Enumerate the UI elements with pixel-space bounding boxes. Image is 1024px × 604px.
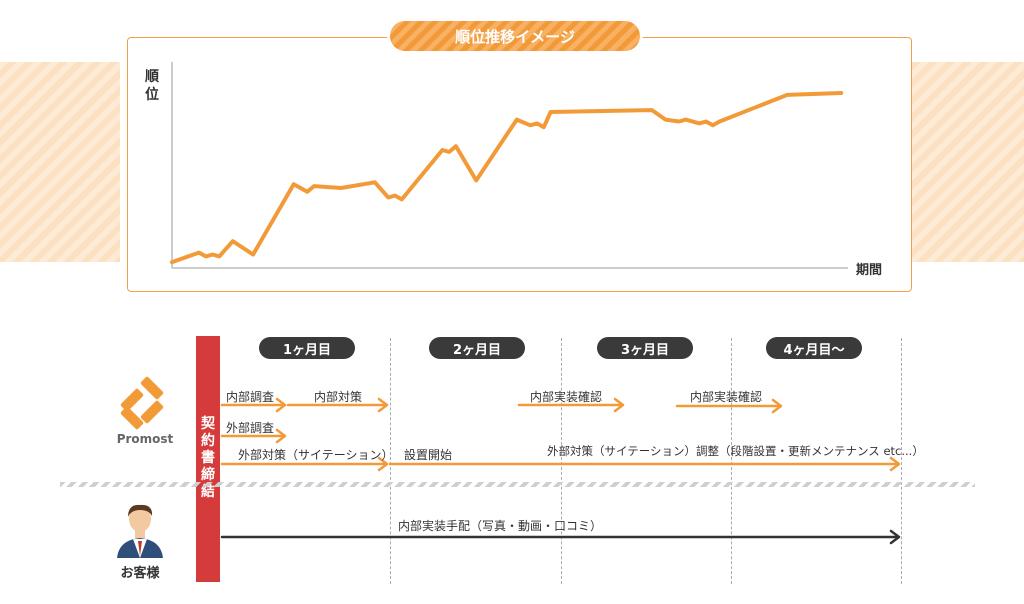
- decorative-band-right: [904, 62, 1024, 262]
- series-line-0: [170, 91, 844, 265]
- arrow-internal-measures: [286, 397, 389, 413]
- task-internal-impl-check-2: 内部実装確認: [690, 390, 763, 404]
- section-divider: [60, 482, 975, 487]
- arrow-impl-check-2: [675, 398, 783, 414]
- arrow-internal-survey: [220, 397, 287, 413]
- month-badge-1: 1ヶ月目: [259, 337, 355, 359]
- month-divider: [901, 338, 902, 584]
- task-setup-start: 設置開始: [404, 448, 453, 462]
- decorative-band-left: [0, 62, 120, 262]
- rank-chart: [170, 62, 848, 269]
- contract-label: 契約書締結: [201, 416, 215, 500]
- month-divider: [731, 338, 732, 584]
- task-internal-survey: 内部調査: [226, 390, 275, 404]
- task-customer: 内部実装手配（写真・動画・口コミ）: [398, 519, 603, 533]
- arrow-citation-adjust: [388, 456, 901, 472]
- task-citation: 外部対策（サイテーション）: [238, 448, 394, 462]
- month-divider: [561, 338, 562, 584]
- month-badge-2: 2ヶ月目: [429, 337, 525, 359]
- arrow-impl-check-1: [517, 397, 625, 413]
- chart-title: 順位推移イメージ: [390, 21, 640, 51]
- task-external-survey: 外部調査: [226, 421, 275, 435]
- month-divider: [390, 338, 391, 584]
- month-badge-4: 4ヶ月目〜: [766, 337, 862, 359]
- company-name: Promost: [116, 432, 174, 446]
- customer-label: お客様: [120, 566, 160, 581]
- task-internal-impl-check-1: 内部実装確認: [530, 390, 603, 404]
- y-axis-label: 順位: [145, 69, 159, 103]
- arrow-customer-task: [220, 529, 901, 545]
- x-axis-label: 期間: [856, 263, 883, 278]
- arrow-citation: [220, 456, 389, 472]
- task-citation-adjust: 外部対策（サイテーション）調整（段階設置・更新メンテナンス etc...）: [547, 444, 924, 458]
- promost-logo-icon: [120, 376, 164, 430]
- customer-avatar-icon: [117, 504, 163, 558]
- month-badge-3: 3ヶ月目: [597, 337, 693, 359]
- contract-bar: [196, 336, 220, 582]
- task-internal-measures: 内部対策: [314, 390, 363, 404]
- arrow-external-survey: [220, 428, 287, 444]
